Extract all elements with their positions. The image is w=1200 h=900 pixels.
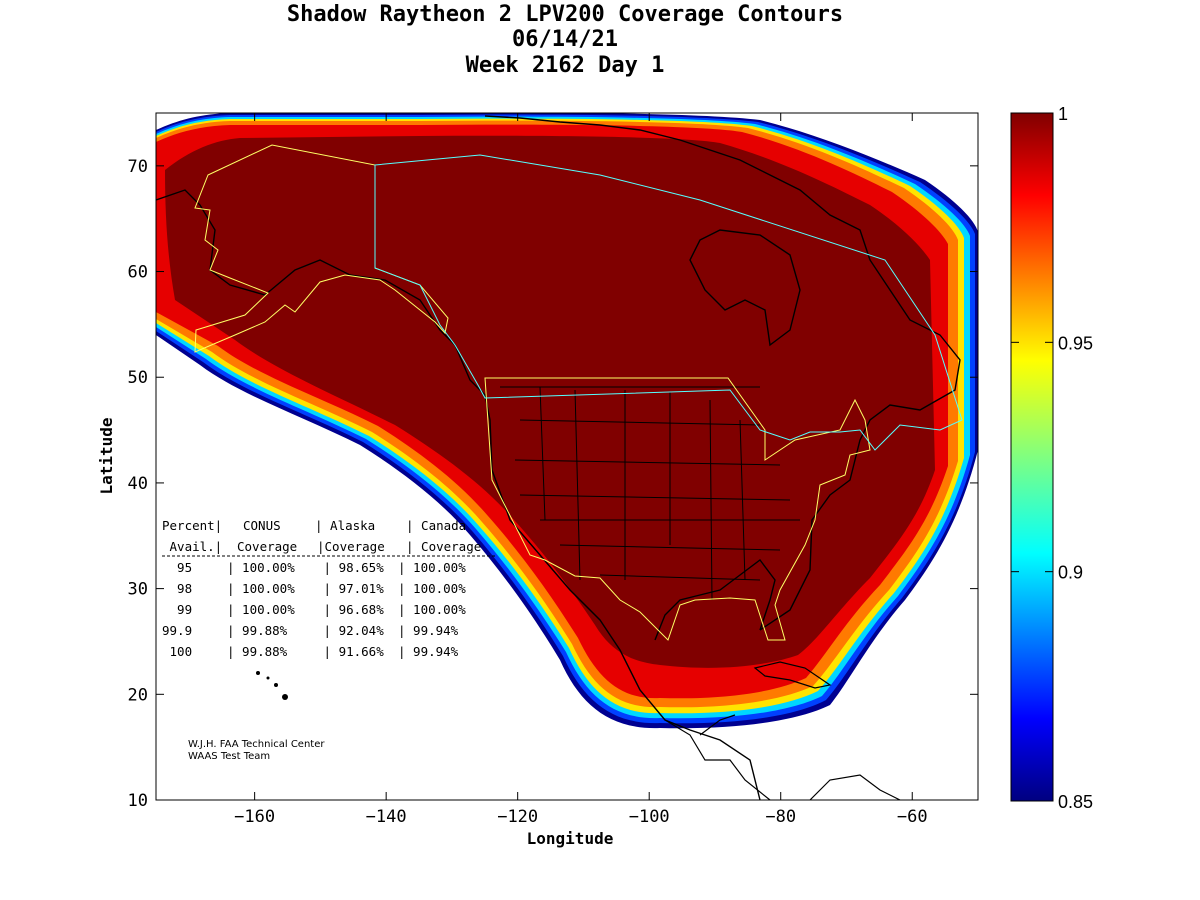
table-subheader-conus: Coverage <box>237 539 297 554</box>
table-rows: 95 | 100.00% | 98.65% | 100.00% 98 | 100.00… <box>162 560 466 659</box>
table-cell: | 92.04% <box>316 623 384 638</box>
table-cell: | 99.94% <box>398 623 459 638</box>
colorbar <box>1010 112 1054 802</box>
y-tick-label: 20 <box>128 685 148 705</box>
table-cell: | 91.66% <box>316 644 384 659</box>
plot-frame <box>155 112 979 801</box>
hawaii-islands <box>256 671 288 700</box>
x-tick-label: −160 <box>234 807 275 827</box>
table-cell: | 100.00% <box>227 581 295 596</box>
us-state-borders <box>500 386 800 601</box>
cuba <box>753 661 832 689</box>
title-line-3: Week 2162 Day 1 <box>465 53 665 78</box>
table-cell: | 99.94% <box>398 644 459 659</box>
coverage-band-core <box>165 135 935 668</box>
y-axis-label: Latitude <box>97 417 116 494</box>
conus-region-border <box>484 377 871 641</box>
colorbar-tick-label: 1 <box>1058 104 1068 124</box>
x-tick-label: −60 <box>897 807 928 827</box>
table-cell: 100 <box>162 644 192 659</box>
table-cell: 99.9 <box>162 623 192 638</box>
table-cell: | 100.00% <box>398 560 466 575</box>
table-cell: 95 <box>162 560 192 575</box>
table-cell: 98 <box>162 581 192 596</box>
colorbar-ticks: 1 0.95 0.9 0.85 <box>1011 104 1093 812</box>
north-america-coastline <box>156 115 961 800</box>
y-tick-label: 50 <box>128 368 148 388</box>
table-header-percent: Percent| <box>162 518 222 533</box>
table-cell: | 97.01% <box>316 581 384 596</box>
table-cell: | 99.88% <box>227 623 288 638</box>
table-subheader-alaska: |Coverage <box>317 539 385 554</box>
florida <box>654 559 776 641</box>
table-subheader-canada: | Coverage <box>406 539 481 554</box>
table-cell: | 96.68% <box>316 602 384 617</box>
colorbar-tick-label: 0.85 <box>1058 792 1093 812</box>
y-tick-label: 10 <box>128 791 148 811</box>
canada-region-border <box>374 154 963 451</box>
x-axis-label: Longitude <box>527 829 614 848</box>
x-tick-label: −120 <box>497 807 538 827</box>
table-header-canada: | Canada <box>406 518 466 533</box>
table-header-conus: CONUS <box>243 518 281 533</box>
plot-area <box>156 113 978 800</box>
table-cell: | 100.00% <box>227 560 295 575</box>
table-cell: | 100.00% <box>398 602 466 617</box>
y-tick-label: 30 <box>128 580 148 600</box>
y-axis-ticks: 10 20 30 40 50 60 70 <box>128 157 978 811</box>
table-cell: | 98.65% <box>316 560 384 575</box>
table-header-alaska: | Alaska <box>315 518 375 533</box>
x-tick-label: −80 <box>765 807 796 827</box>
coverage-table: Percent| CONUS | Alaska | Canada Avail.|… <box>162 518 495 659</box>
x-axis-ticks: −160 −140 −120 −100 −80 −60 <box>234 113 928 827</box>
credit-line-1: W.J.H. FAA Technical Center <box>188 739 325 750</box>
title-line-1: Shadow Raytheon 2 LPV200 Coverage Contou… <box>286 2 844 27</box>
south-america <box>809 774 901 800</box>
title-line-2: 06/14/21 <box>512 27 618 52</box>
colorbar-tick-label: 0.9 <box>1058 563 1083 583</box>
table-cell: | 100.00% <box>227 602 295 617</box>
alaska-region-border <box>194 144 449 353</box>
table-subheader-avail: Avail.| <box>162 539 222 554</box>
colorbar-tick-label: 0.95 <box>1058 333 1093 353</box>
central-america <box>664 714 771 800</box>
x-tick-label: −140 <box>366 807 407 827</box>
table-cell: | 99.88% <box>227 644 288 659</box>
hudson-bay <box>689 229 801 347</box>
y-tick-label: 70 <box>128 157 148 177</box>
table-cell: | 100.00% <box>398 581 466 596</box>
x-tick-label: −100 <box>629 807 670 827</box>
table-cell: 99 <box>162 602 192 617</box>
y-tick-label: 40 <box>128 474 148 494</box>
credit-line-2: WAAS Test Team <box>188 751 270 762</box>
y-tick-label: 60 <box>128 263 148 283</box>
